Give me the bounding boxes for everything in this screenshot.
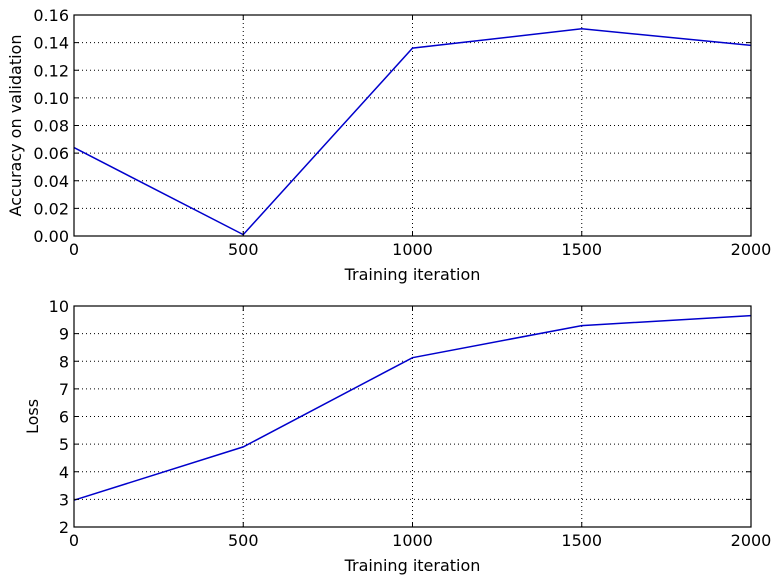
accuracy-x-tick-label: 1500: [561, 240, 602, 259]
accuracy-chart: 0 500 1000 1500 2000 0.00 0.02 0.04 0.06 0.08 0.10…: [6, 6, 771, 284]
loss-x-tick-label: 1500: [561, 531, 602, 550]
loss-x-tick-label: 500: [228, 531, 259, 550]
accuracy-y-tick-label: 0.06: [33, 144, 69, 163]
accuracy-y-axis-label: Accuracy on validation: [6, 35, 25, 217]
loss-y-tick-label: 3: [59, 490, 69, 509]
accuracy-y-tick-label: 0.12: [33, 61, 69, 80]
loss-x-axis-label: Training iteration: [344, 556, 481, 575]
loss-y-tick-label: 9: [59, 325, 69, 344]
loss-x-tick-label: 2000: [731, 531, 772, 550]
loss-plot-frame: [73, 305, 752, 528]
loss-y-tick-label: 7: [59, 380, 69, 399]
loss-y-axis-label: Loss: [23, 399, 42, 434]
accuracy-y-tick-label: 0.14: [33, 34, 69, 53]
accuracy-y-tick-label: 0.00: [33, 227, 69, 246]
loss-series-line: [73, 314, 752, 501]
loss-y-tick-label: 5: [59, 435, 69, 454]
accuracy-y-tick-label: 0.10: [33, 89, 69, 108]
accuracy-x-tick-label: 2000: [731, 240, 772, 259]
loss-y-tick-label: 2: [59, 518, 69, 537]
accuracy-x-tick-label: 0: [69, 240, 79, 259]
accuracy-y-tick-label: 0.02: [33, 199, 69, 218]
loss-x-tick-label: 0: [69, 531, 79, 550]
loss-y-tick-label: 6: [59, 408, 69, 427]
accuracy-x-tick-label: 1000: [392, 240, 433, 259]
accuracy-x-tick-label: 500: [228, 240, 259, 259]
accuracy-y-tick-label: 0.16: [33, 6, 69, 25]
accuracy-y-tick-label: 0.08: [33, 117, 69, 136]
loss-y-tick-label: 4: [59, 463, 69, 482]
accuracy-y-tick-label: 0.04: [33, 172, 69, 191]
loss-x-tick-label: 1000: [392, 531, 433, 550]
loss-chart: 0 500 1000 1500 2000 2 3 4 5 6 7 8 9 10 Training itera…: [23, 297, 771, 575]
accuracy-x-axis-label: Training iteration: [344, 265, 481, 284]
loss-y-tick-label: 8: [59, 352, 69, 371]
accuracy-series-line: [73, 28, 752, 236]
loss-y-tick-label: 10: [49, 297, 69, 316]
